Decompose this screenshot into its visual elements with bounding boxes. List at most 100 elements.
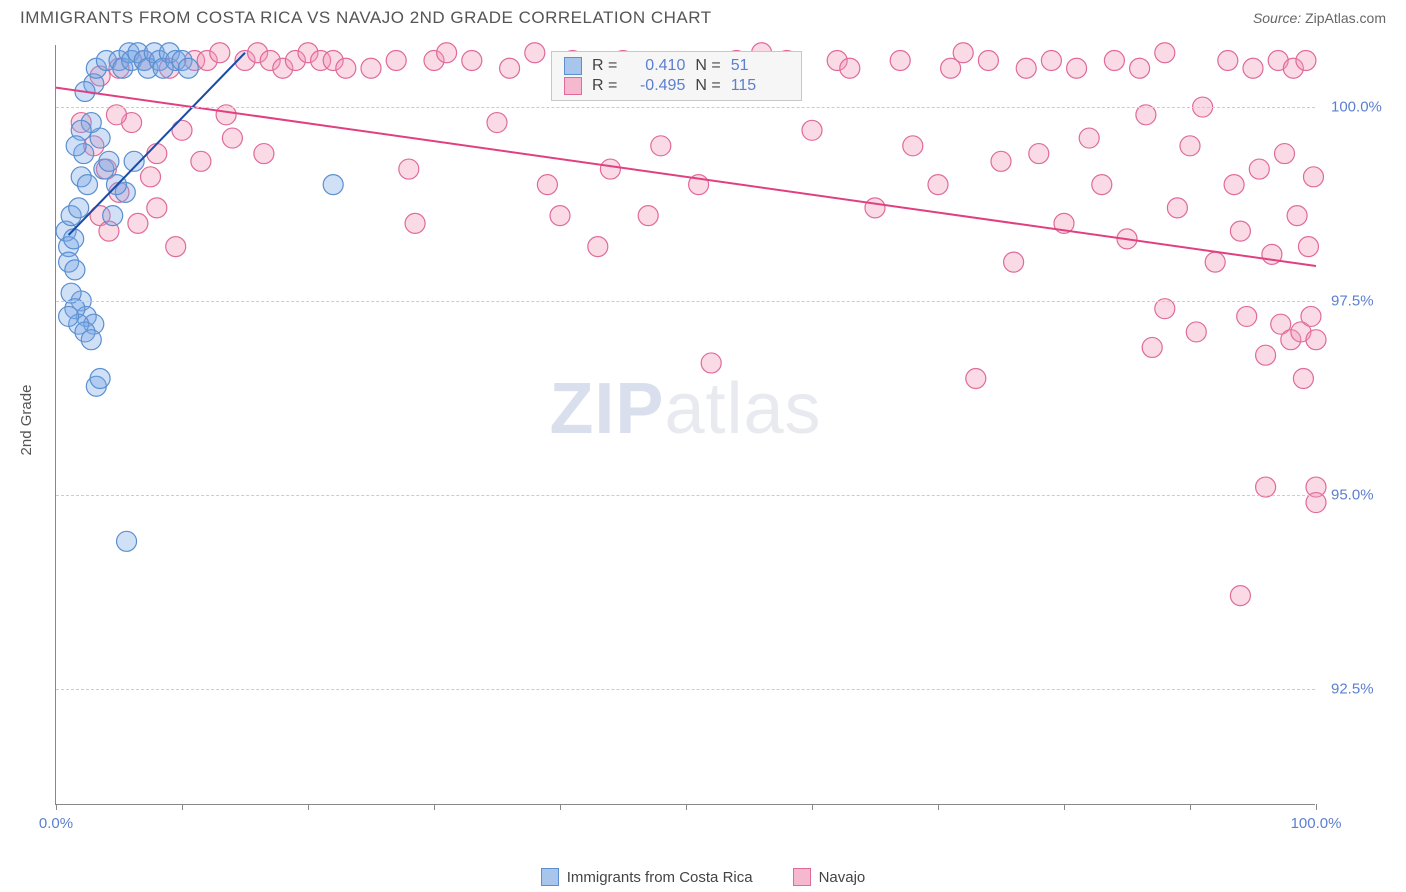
n-value-navajo: 115: [731, 77, 789, 95]
scatter-point-navajo: [1079, 128, 1099, 148]
scatter-point-navajo: [1142, 337, 1162, 357]
source-value: ZipAtlas.com: [1305, 10, 1386, 26]
scatter-point-navajo: [701, 353, 721, 373]
chart-plot-area: ZIPatlas R = 0.410 N = 51 R = -0.495 N =…: [55, 45, 1315, 805]
stats-row-navajo: R = -0.495 N = 115: [564, 76, 789, 96]
scatter-point-costa_rica: [117, 531, 137, 551]
scatter-point-costa_rica: [64, 229, 84, 249]
scatter-point-navajo: [191, 151, 211, 171]
xtick: [1316, 804, 1317, 810]
scatter-point-navajo: [386, 51, 406, 71]
xtick: [938, 804, 939, 810]
scatter-point-navajo: [1130, 58, 1150, 78]
scatter-point-navajo: [462, 51, 482, 71]
scatter-point-navajo: [600, 159, 620, 179]
scatter-point-navajo: [147, 144, 167, 164]
scatter-point-navajo: [1205, 252, 1225, 272]
scatter-point-navajo: [210, 43, 230, 63]
scatter-point-costa_rica: [99, 151, 119, 171]
source-label: Source:: [1253, 10, 1301, 26]
scatter-point-navajo: [361, 58, 381, 78]
scatter-point-costa_rica: [65, 260, 85, 280]
scatter-point-navajo: [537, 175, 557, 195]
xtick: [56, 804, 57, 810]
scatter-point-navajo: [1155, 43, 1175, 63]
stats-row-costa-rica: R = 0.410 N = 51: [564, 56, 789, 76]
scatter-point-navajo: [953, 43, 973, 63]
gridline: [56, 301, 1315, 302]
scatter-point-navajo: [1243, 58, 1263, 78]
scatter-point-navajo: [1237, 306, 1257, 326]
scatter-point-navajo: [588, 237, 608, 257]
scatter-point-costa_rica: [90, 368, 110, 388]
xtick-label: 100.0%: [1291, 815, 1342, 832]
scatter-point-navajo: [840, 58, 860, 78]
stats-swatch-navajo: [564, 77, 582, 95]
xtick: [434, 804, 435, 810]
scatter-point-navajo: [172, 120, 192, 140]
scatter-point-navajo: [399, 159, 419, 179]
scatter-point-navajo: [1230, 586, 1250, 606]
xtick: [1064, 804, 1065, 810]
scatter-point-navajo: [1296, 51, 1316, 71]
xtick: [308, 804, 309, 810]
scatter-point-costa_rica: [69, 198, 89, 218]
scatter-point-navajo: [336, 58, 356, 78]
scatter-point-costa_rica: [103, 206, 123, 226]
scatter-point-navajo: [928, 175, 948, 195]
bottom-legend: Immigrants from Costa Rica Navajo: [0, 868, 1406, 886]
xtick: [686, 804, 687, 810]
ytick-label: 95.0%: [1331, 486, 1374, 503]
ytick-label: 100.0%: [1331, 99, 1382, 116]
stats-box: R = 0.410 N = 51 R = -0.495 N = 115: [551, 51, 802, 101]
scatter-point-navajo: [1167, 198, 1187, 218]
scatter-point-navajo: [1287, 206, 1307, 226]
scatter-point-navajo: [1303, 167, 1323, 187]
n-value-costa-rica: 51: [731, 57, 789, 75]
scatter-point-navajo: [865, 198, 885, 218]
scatter-point-navajo: [141, 167, 161, 187]
scatter-point-navajo: [1218, 51, 1238, 71]
scatter-point-costa_rica: [323, 175, 343, 195]
chart-svg: [56, 45, 1316, 805]
r-label: R =: [592, 57, 617, 75]
scatter-point-navajo: [978, 51, 998, 71]
scatter-point-navajo: [128, 213, 148, 233]
scatter-point-costa_rica: [78, 175, 98, 195]
scatter-point-navajo: [437, 43, 457, 63]
scatter-point-navajo: [1016, 58, 1036, 78]
r-value-navajo: -0.495: [627, 77, 685, 95]
n-label: N =: [695, 57, 720, 75]
scatter-point-navajo: [1298, 237, 1318, 257]
legend-swatch-navajo: [793, 868, 811, 886]
legend-label-navajo: Navajo: [819, 869, 866, 886]
legend-item-navajo: Navajo: [793, 868, 866, 886]
scatter-point-navajo: [222, 128, 242, 148]
source-attribution: Source: ZipAtlas.com: [1253, 10, 1386, 26]
scatter-point-costa_rica: [66, 136, 86, 156]
scatter-point-navajo: [500, 58, 520, 78]
scatter-point-navajo: [487, 113, 507, 133]
r-label: R =: [592, 77, 617, 95]
scatter-point-navajo: [1293, 368, 1313, 388]
gridline: [56, 107, 1315, 108]
xtick: [560, 804, 561, 810]
scatter-point-navajo: [1275, 144, 1295, 164]
scatter-point-navajo: [1224, 175, 1244, 195]
scatter-point-navajo: [890, 51, 910, 71]
scatter-point-navajo: [550, 206, 570, 226]
scatter-point-navajo: [1301, 306, 1321, 326]
scatter-point-navajo: [1041, 51, 1061, 71]
y-axis-label: 2nd Grade: [18, 385, 35, 456]
scatter-point-navajo: [802, 120, 822, 140]
scatter-point-costa_rica: [59, 306, 79, 326]
scatter-point-costa_rica: [81, 330, 101, 350]
n-label: N =: [695, 77, 720, 95]
legend-swatch-costa-rica: [541, 868, 559, 886]
scatter-point-navajo: [166, 237, 186, 257]
xtick: [182, 804, 183, 810]
legend-label-costa-rica: Immigrants from Costa Rica: [567, 869, 753, 886]
scatter-point-navajo: [1256, 345, 1276, 365]
stats-swatch-costa-rica: [564, 57, 582, 75]
xtick: [1190, 804, 1191, 810]
